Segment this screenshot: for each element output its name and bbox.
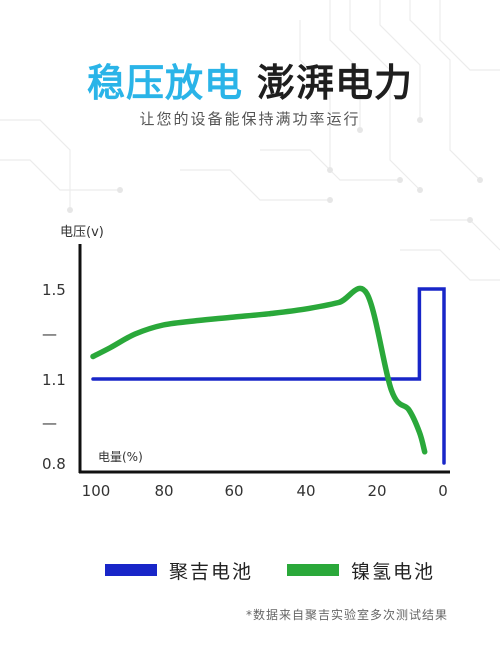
footnote: *数据来自聚吉实验室多次测试结果 — [245, 608, 448, 622]
legend-swatch-1 — [105, 564, 157, 576]
y-tick-label: 1.1 — [42, 371, 66, 389]
y-tick-label: 1.5 — [42, 281, 66, 299]
y-tick-label: — — [42, 414, 57, 432]
series-line-1 — [91, 287, 446, 465]
series-line-2 — [90, 285, 428, 455]
legend-item-2: 镍氢电池 — [287, 558, 436, 583]
x-tick-label: 100 — [82, 482, 111, 500]
x-tick-label: 80 — [154, 482, 173, 500]
x-tick-label: 40 — [296, 482, 315, 500]
y-tick-label: — — [42, 325, 57, 343]
title-main: 澎湃电力 — [257, 61, 414, 105]
x-axis-label: 电量(%) — [98, 450, 143, 464]
x-tick-label: 60 — [224, 482, 243, 500]
x-tick-label: 0 — [438, 482, 448, 500]
y-axis-label: 电压(v) — [60, 225, 104, 240]
legend-item-1: 聚吉电池 — [105, 558, 254, 583]
page-title: 稳压放电 澎湃电力 — [0, 52, 500, 107]
legend-label-1: 聚吉电池 — [169, 560, 254, 583]
x-tick-label: 20 — [367, 482, 386, 500]
legend: 聚吉电池 镍氢电池 — [0, 558, 500, 583]
legend-swatch-2 — [287, 564, 339, 576]
y-tick-label: 0.8 — [42, 455, 66, 473]
legend-label-2: 镍氢电池 — [351, 560, 436, 583]
subtitle: 让您的设备能保持满功率运行 — [139, 110, 361, 128]
title-accent: 稳压放电 — [86, 61, 243, 105]
